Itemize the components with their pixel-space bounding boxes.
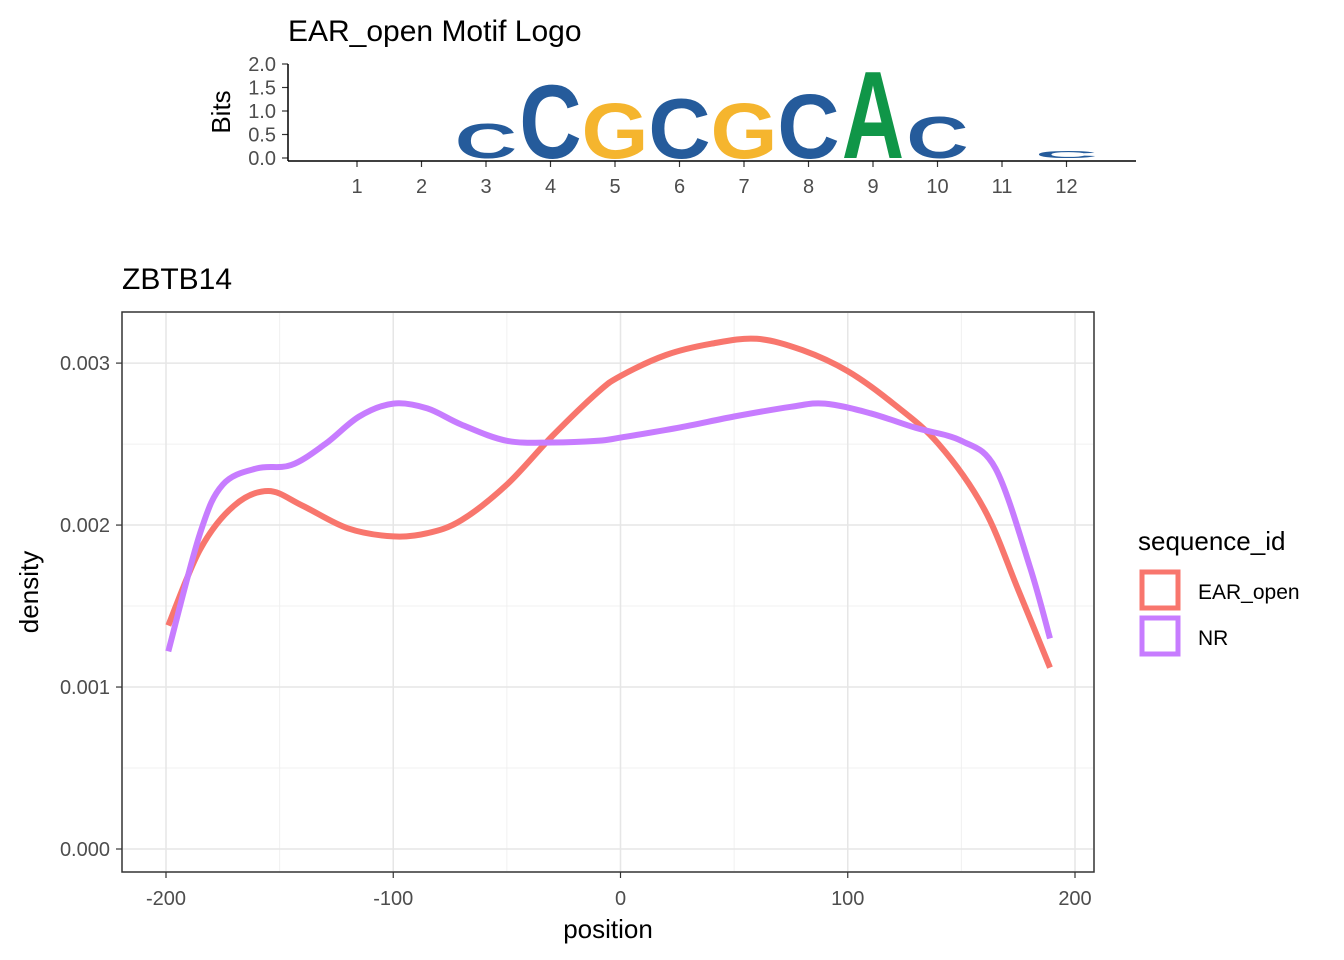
density-grid bbox=[123, 313, 1093, 871]
density-panel: ZBTB14 0.000 0.001 0.002 0.003 -200 -100 0 100… bbox=[14, 263, 1095, 944]
logo-letter-g: G bbox=[711, 87, 778, 175]
logo-x-tick-label: 7 bbox=[738, 176, 749, 198]
density-panel-border bbox=[121, 311, 1095, 873]
legend-title: sequence_id bbox=[1138, 526, 1285, 556]
density-series bbox=[165, 335, 1053, 669]
logo-letter-c: C bbox=[777, 74, 839, 177]
logo-x-tick-label: 4 bbox=[545, 176, 556, 198]
density-x-tick-label: 0 bbox=[615, 888, 626, 910]
logo-letter-a: A bbox=[842, 45, 904, 185]
logo-letter-c: C bbox=[519, 64, 581, 181]
density-x-tick-label: 100 bbox=[831, 888, 864, 910]
density-x-tick-label: -200 bbox=[146, 888, 186, 910]
legend: sequence_id EAR_open NR bbox=[1138, 526, 1300, 657]
density-x-ticks: -200 -100 0 100 200 bbox=[146, 872, 1092, 910]
logo-y-tick-label: 1.5 bbox=[248, 78, 276, 100]
logo-y-ticks: 0.00.51.01.52.0 bbox=[248, 54, 288, 170]
logo-x-tick-label: 5 bbox=[609, 176, 620, 198]
legend-label: NR bbox=[1198, 627, 1228, 650]
logo-y-tick-label: 0.5 bbox=[248, 125, 276, 147]
logo-x-tick-label: 10 bbox=[926, 176, 948, 198]
logo-letter-c: C bbox=[906, 104, 968, 170]
logo-y-tick-label: 0.0 bbox=[248, 148, 276, 170]
logo-x-tick-label: 1 bbox=[351, 176, 362, 198]
logo-x-tick-label: 11 bbox=[992, 176, 1013, 198]
legend-label: EAR_open bbox=[1198, 581, 1300, 604]
logo-y-label: Bits bbox=[206, 90, 236, 133]
density-y-tick-label: 0.001 bbox=[60, 677, 110, 699]
density-x-tick-label: 200 bbox=[1058, 888, 1091, 910]
density-y-tick-label: 0.002 bbox=[60, 515, 110, 537]
motif-logo-panel: EAR_open Motif Logo Bits 0.00.51.01.52.0… bbox=[206, 15, 1136, 198]
logo-x-tick-label: 8 bbox=[803, 176, 814, 198]
logo-letter-c: C bbox=[455, 114, 517, 169]
logo-x-tick-label: 3 bbox=[480, 176, 491, 198]
legend-key-nr bbox=[1139, 615, 1181, 657]
logo-x-tick-label: 12 bbox=[1055, 176, 1077, 198]
density-x-tick-label: -100 bbox=[373, 888, 413, 910]
density-y-tick-label: 0.003 bbox=[60, 353, 110, 375]
logo-x-tick-label: 2 bbox=[416, 176, 427, 198]
logo-letter-g: G bbox=[582, 87, 649, 175]
density-title: ZBTB14 bbox=[122, 263, 232, 296]
logo-y-tick-label: 2.0 bbox=[248, 54, 276, 76]
logo-y-tick-label: 1.0 bbox=[248, 101, 276, 123]
density-y-ticks: 0.000 0.001 0.002 0.003 bbox=[60, 353, 122, 861]
logo-x-ticks: 1 2 3 4 5 6 7 8 9 10 11 12 bbox=[351, 161, 1078, 198]
density-y-label: density bbox=[14, 551, 44, 633]
legend-items: EAR_open NR bbox=[1139, 569, 1300, 657]
series-line-nr bbox=[165, 400, 1053, 653]
logo-x-tick-label: 9 bbox=[867, 176, 878, 198]
density-y-tick-label: 0.000 bbox=[60, 839, 110, 861]
density-x-label: position bbox=[563, 914, 653, 944]
logo-x-tick-label: 6 bbox=[674, 176, 685, 198]
logo-letter-c: C bbox=[1035, 149, 1097, 160]
logo-letter-c: C bbox=[648, 81, 710, 177]
legend-key-ear-open bbox=[1139, 569, 1181, 611]
logo-title: EAR_open Motif Logo bbox=[288, 15, 582, 48]
